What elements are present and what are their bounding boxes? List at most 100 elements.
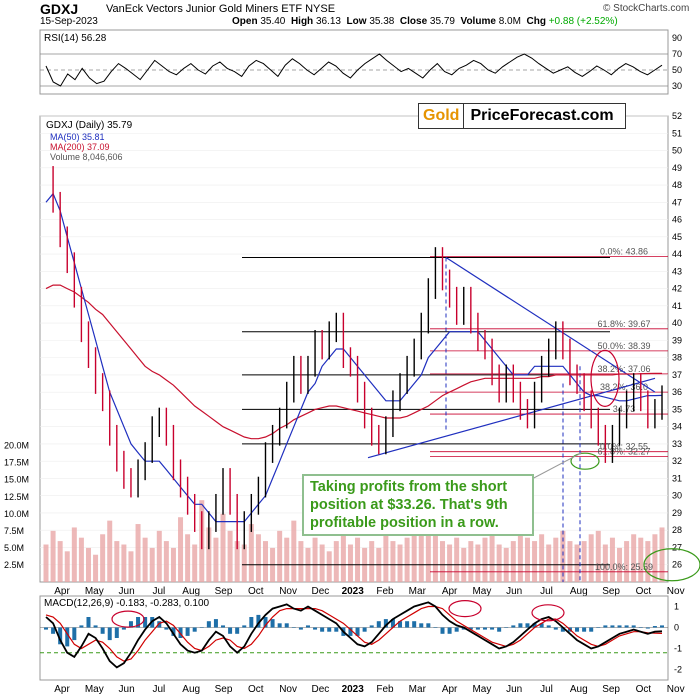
volume-legend-entry: Volume 8,046,606 — [50, 152, 123, 162]
price-xtick-label: Mar — [409, 586, 427, 597]
ma50-legend-entry: MA(50) 35.81 — [50, 132, 105, 142]
macd-histogram-bar — [525, 623, 530, 628]
volume-bar — [142, 537, 148, 582]
macd-histogram-bar — [419, 623, 424, 628]
volume-bar — [248, 524, 254, 582]
macd-histogram-bar — [44, 627, 48, 630]
volume-bar — [291, 520, 297, 582]
macd-ytick-label: 1 — [674, 602, 679, 612]
price-ytick-label: 34 — [672, 422, 682, 432]
volume-bar — [524, 537, 530, 582]
volume-bar — [178, 517, 184, 582]
macd-xtick-label: 2023 — [342, 684, 365, 695]
volume-bar — [581, 541, 587, 582]
macd-histogram-bar — [405, 621, 410, 628]
volume-value: 8.0M — [498, 16, 521, 27]
price-ytick-label: 46 — [672, 215, 682, 225]
price-ytick-label: 51 — [672, 128, 682, 138]
macd-histogram-bar — [412, 621, 417, 628]
fibonacci-label: 34.73 — [613, 404, 636, 414]
volume-bar — [390, 541, 396, 582]
macd-histogram-bar — [136, 617, 141, 628]
fibonacci-label: 0.0%: 32.55 — [600, 442, 648, 452]
macd-histogram-bar — [638, 627, 643, 628]
macd-histogram-bar — [157, 621, 162, 628]
macd-xtick-label: Mar — [409, 684, 427, 695]
macd-histogram-bar — [221, 625, 226, 628]
price-ytick-label: 35 — [672, 404, 682, 414]
macd-histogram-bar — [504, 627, 509, 628]
macd-histogram-bar — [58, 627, 63, 645]
ma200-line — [45, 284, 662, 440]
volume-bar — [645, 541, 651, 582]
volume-bar — [609, 537, 615, 582]
rsi-ytick-label: 50 — [672, 65, 682, 75]
open-label: Open — [232, 16, 258, 27]
high-value: 36.13 — [315, 16, 341, 27]
high-label: High — [290, 16, 314, 27]
volume-bar — [624, 541, 630, 582]
volume-bar — [532, 541, 538, 582]
macd-histogram-bar — [589, 627, 594, 632]
stockcharts-watermark: © StockCharts.com — [603, 3, 690, 14]
macd-xtick-label: Apr — [54, 684, 70, 695]
volume-bar — [156, 530, 162, 582]
volume-bar — [517, 530, 523, 582]
volume-bar — [475, 544, 481, 582]
volume-bar — [262, 541, 268, 582]
volume-bar — [482, 537, 488, 582]
volume-bar — [255, 534, 261, 582]
macd-histogram-bar — [171, 627, 176, 636]
macd-histogram-bar — [660, 625, 664, 628]
price-xtick-label: Aug — [182, 586, 200, 597]
volume-bar — [114, 541, 120, 582]
macd-signal-line — [45, 605, 663, 662]
price-ytick-label: 32 — [672, 456, 682, 466]
macd-histogram-bar — [93, 625, 98, 628]
price-xtick-label: Sep — [215, 586, 233, 597]
macd-histogram-bar — [305, 625, 310, 628]
volume-bar — [319, 544, 325, 582]
macd-histogram-bar — [518, 623, 523, 628]
macd-histogram-bar — [603, 625, 608, 628]
rsi-panel-title: RSI(14) 56.28 — [44, 33, 107, 44]
volume-bar — [227, 530, 233, 582]
volume-ytick-label: 20.0M — [4, 441, 29, 451]
macd-histogram-bar — [454, 627, 459, 632]
macd-histogram-bar — [390, 619, 395, 628]
volume-bar — [78, 537, 84, 582]
macd-histogram-bar — [539, 623, 544, 628]
price-xtick-label: Nov — [279, 586, 297, 597]
volume-bar — [588, 534, 594, 582]
price-ytick-label: 43 — [672, 266, 682, 276]
low-value: 35.38 — [369, 16, 395, 27]
price-ytick-label: 42 — [672, 284, 682, 294]
macd-histogram-bar — [327, 627, 332, 632]
macd-histogram-bar — [575, 627, 580, 632]
volume-bar — [312, 537, 318, 582]
price-ytick-label: 30 — [672, 491, 682, 501]
macd-histogram-bar — [376, 621, 381, 628]
price-ytick-label: 36 — [672, 387, 682, 397]
rsi-ytick-label: 90 — [672, 33, 682, 43]
macd-histogram-bar — [256, 614, 261, 628]
volume-bar — [369, 541, 375, 582]
security-description: VanEck Vectors Junior Gold Miners ETF NY… — [106, 3, 336, 15]
volume-ytick-label: 12.5M — [4, 492, 29, 502]
volume-bar — [100, 534, 106, 582]
ma50-line — [45, 192, 663, 523]
volume-ytick-label: 7.5M — [4, 526, 24, 536]
highlight-circle — [643, 548, 700, 582]
gold-price-forecast-logo: Gold PriceForecast.com — [418, 103, 626, 129]
volume-bar — [404, 537, 410, 582]
volume-ytick-label: 2.5M — [4, 560, 24, 570]
price-xtick-label: May — [472, 586, 491, 597]
price-ytick-label: 47 — [672, 197, 682, 207]
macd-xtick-label: Nov — [667, 684, 685, 695]
volume-bar — [510, 541, 516, 582]
close-value: 35.79 — [429, 16, 455, 27]
analysis-annotation: Taking profits from the short position a… — [302, 474, 534, 536]
fibonacci-label: 61.8%: 32.27 — [597, 447, 650, 457]
macd-histogram-bar — [433, 627, 438, 628]
macd-histogram-bar — [178, 627, 183, 638]
